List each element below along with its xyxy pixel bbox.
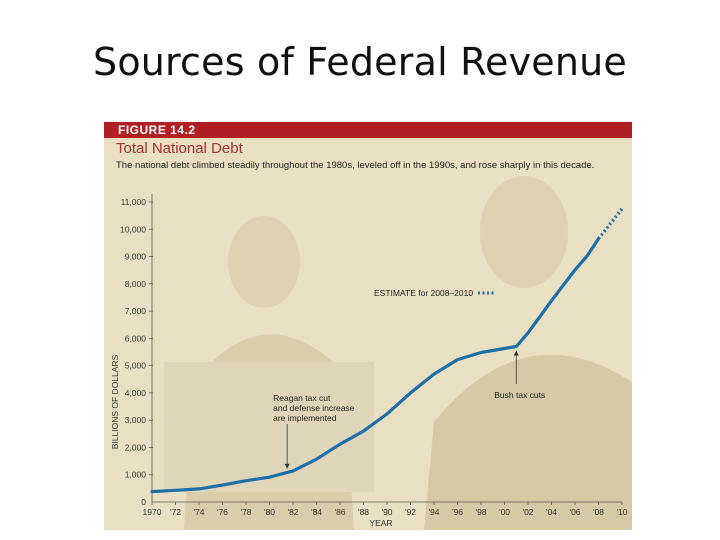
background-budget-book (164, 362, 374, 492)
background-figure-right (480, 176, 568, 288)
x-tick-label: '84 (311, 507, 322, 517)
y-tick-label: 5,000 (125, 361, 147, 371)
y-axis-title: BILLIONS OF DOLLARS (110, 354, 120, 449)
reagan-annotation-text: and defense increase (273, 403, 355, 413)
x-tick-label: '96 (452, 507, 463, 517)
background-figure-left (228, 216, 300, 308)
y-tick-label: 3,000 (125, 415, 147, 425)
debt-line-chart: 1,000 2,000 3,000 4,000 5,000 6,000 7,000 8,000… (110, 194, 628, 528)
background-figure-right-body (424, 354, 632, 530)
x-tick-label: '10 (616, 507, 627, 517)
x-tick-label: '90 (381, 507, 392, 517)
slide-title: Sources of Federal Revenue (93, 40, 627, 84)
x-tick-label: '74 (193, 507, 204, 517)
x-axis: 1970 '72 '74 '76 '78 '80 '82 '84 '86 '88 '90 '92 '94… (143, 501, 628, 517)
x-tick-label: '72 (170, 507, 181, 517)
x-tick-label: '92 (405, 507, 416, 517)
figure-subtitle: The national debt climbed steadily throu… (116, 160, 595, 171)
x-tick-label: '76 (217, 507, 228, 517)
background-photo (164, 176, 632, 530)
x-tick-label: '80 (264, 507, 275, 517)
x-tick-label: '86 (334, 507, 345, 517)
reagan-arrowhead (284, 463, 290, 469)
y-tick-label: 0 (141, 497, 146, 507)
figure-header-bar: FIGURE 14.2 (104, 122, 632, 138)
y-axis: 1,000 2,000 3,000 4,000 5,000 6,000 7,000 8,000… (120, 194, 153, 507)
x-tick-label: '98 (475, 507, 486, 517)
x-tick-label: '08 (593, 507, 604, 517)
x-axis-title: YEAR (369, 518, 392, 528)
estimate-series-line (597, 207, 624, 240)
actual-debt-line (150, 237, 601, 494)
x-tick-label: '00 (499, 507, 510, 517)
x-tick-label: '04 (546, 507, 557, 517)
y-tick-label: 1,000 (125, 470, 147, 480)
x-tick-label: '82 (287, 507, 298, 517)
x-tick-label: '02 (522, 507, 533, 517)
y-tick-label: 10,000 (120, 224, 146, 234)
x-tick-label: '94 (428, 507, 439, 517)
y-tick-label: 2,000 (125, 442, 147, 452)
figure-title: Total National Debt (116, 140, 243, 157)
y-tick-label: 9,000 (125, 252, 147, 262)
x-tick-label: '06 (569, 507, 580, 517)
y-tick-label: 6,000 (125, 333, 147, 343)
estimate-legend-text: ESTIMATE for 2008–2010 (374, 288, 473, 298)
reagan-annotation-text: are implemented (273, 413, 337, 423)
y-tick-label: 4,000 (125, 388, 147, 398)
bush-arrowhead (513, 350, 519, 356)
series-layer (150, 207, 624, 494)
x-tick-label: '78 (240, 507, 251, 517)
y-tick-label: 11,000 (121, 197, 147, 207)
y-tick-label: 7,000 (125, 306, 147, 316)
x-tick-label: 1970 (143, 507, 162, 517)
x-tick-label: '88 (358, 507, 369, 517)
figure-label: FIGURE 14.2 (118, 123, 196, 137)
reagan-annotation-text: Reagan tax cut (273, 393, 331, 403)
y-tick-label: 8,000 (125, 279, 147, 289)
figure-panel: FIGURE 14.2 Total National Debt The nati… (104, 122, 632, 530)
bush-annotation-text: Bush tax cuts (494, 390, 545, 400)
